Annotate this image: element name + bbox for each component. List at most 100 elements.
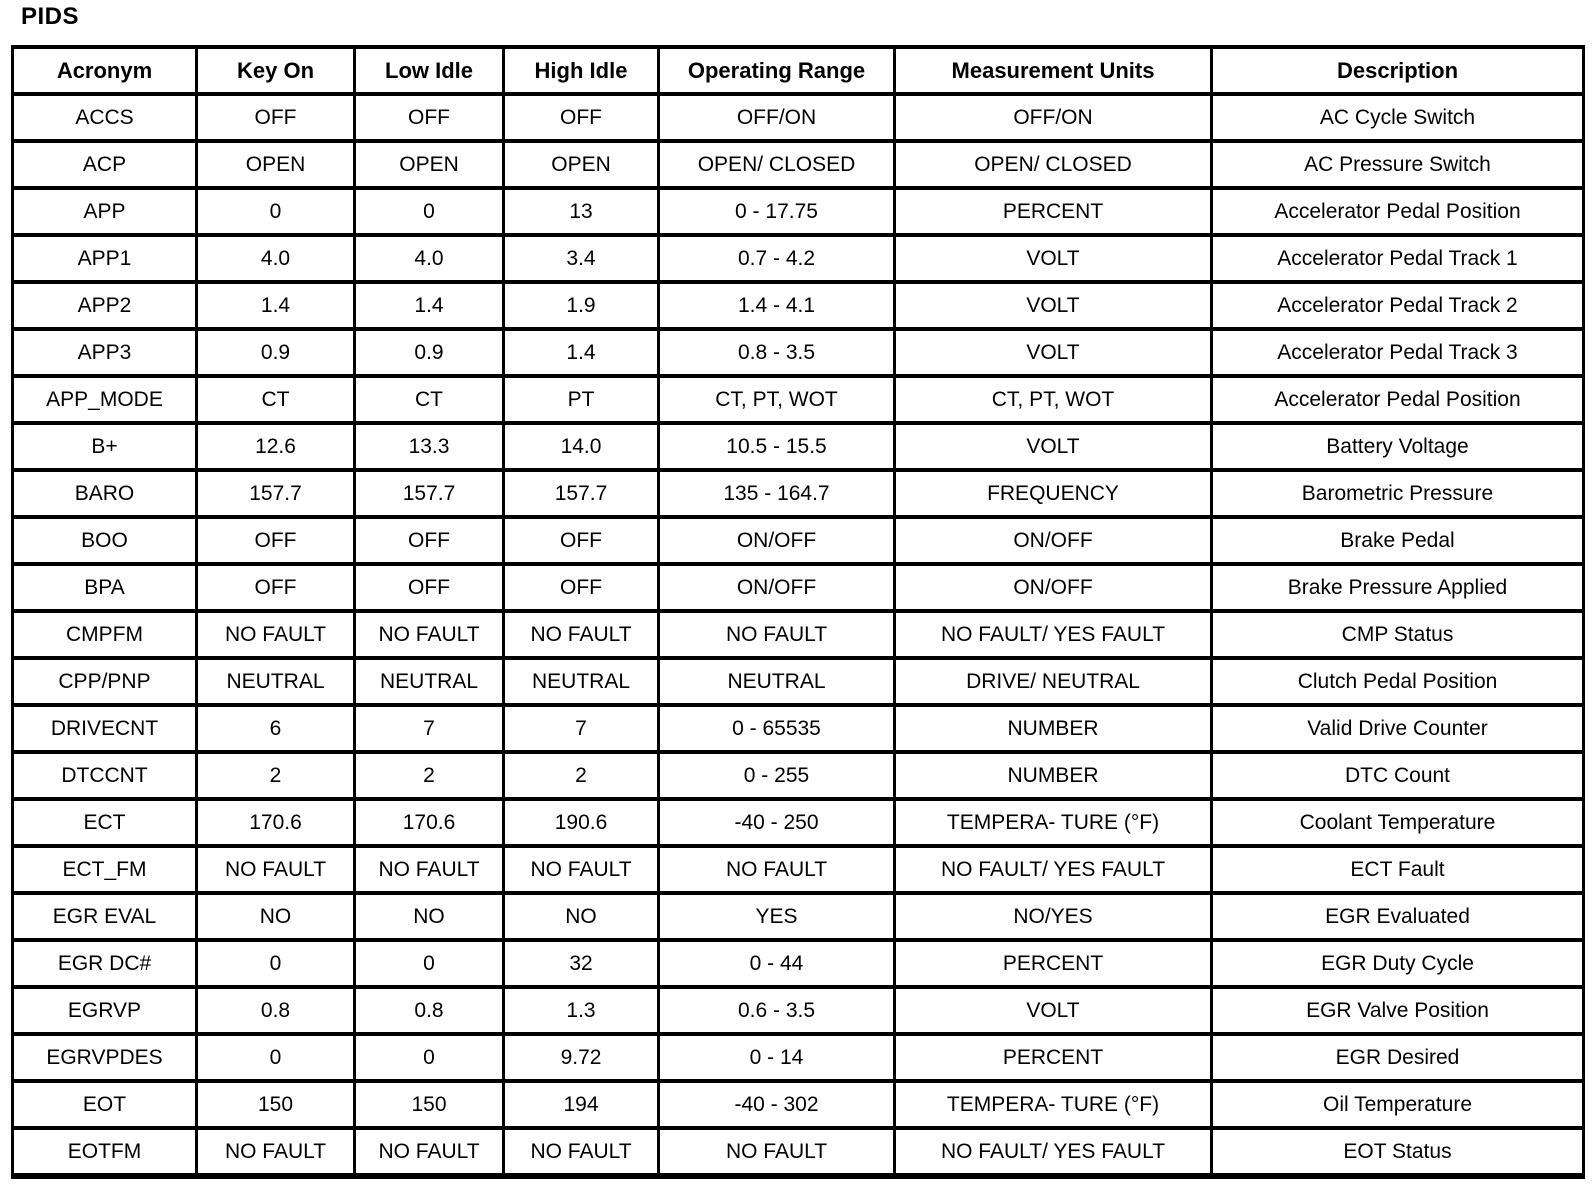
- table-row: EGR EVAL NO NO NO YES NO/YES EGR Evaluated: [11, 891, 1585, 942]
- table-row: CMPFM NO FAULT NO FAULT NO FAULT NO FAULT NO …: [11, 609, 1585, 660]
- table-cell: NO FAULT: [353, 1126, 505, 1178]
- table-cell: 6: [195, 703, 356, 754]
- table-cell: 190.6: [502, 797, 660, 848]
- table-row: APP 0 0 13 0 - 17.75 PERCENT Accelerator Pedal…: [11, 186, 1585, 237]
- table-cell: Battery Voltage: [1210, 421, 1585, 472]
- table-cell: 14.0: [502, 421, 660, 472]
- table-cell: CPP/PNP: [11, 656, 198, 707]
- table-cell: NO: [502, 891, 660, 942]
- table-cell: 0: [353, 938, 505, 989]
- table-cell: 1.4: [502, 327, 660, 378]
- table-cell: VOLT: [893, 327, 1213, 378]
- column-header: High Idle: [502, 45, 660, 96]
- table-cell: 194: [502, 1079, 660, 1130]
- table-cell: EGR DC#: [11, 938, 198, 989]
- page-title: PIDS: [21, 3, 80, 30]
- table-cell: 4.0: [353, 233, 505, 284]
- table-cell: ON/OFF: [657, 562, 896, 613]
- table-row: APP1 4.0 4.0 3.4 0.7 - 4.2 VOLT Accelerator Pe…: [11, 233, 1585, 284]
- table-cell: NO FAULT: [502, 609, 660, 660]
- table-cell: 150: [353, 1079, 505, 1130]
- table-cell: APP: [11, 186, 198, 237]
- table-cell: PERCENT: [893, 186, 1213, 237]
- table-cell: NO FAULT/ YES FAULT: [893, 1126, 1213, 1178]
- table-cell: Clutch Pedal Position: [1210, 656, 1585, 707]
- table-cell: CMP Status: [1210, 609, 1585, 660]
- table-cell: 3.4: [502, 233, 660, 284]
- table-cell: 32: [502, 938, 660, 989]
- table-cell: NO: [353, 891, 505, 942]
- column-header: Measurement Units: [893, 45, 1213, 96]
- table-cell: 0: [353, 1032, 505, 1083]
- table-cell: NO FAULT: [353, 609, 505, 660]
- table-cell: CMPFM: [11, 609, 198, 660]
- table-cell: NEUTRAL: [657, 656, 896, 707]
- table-cell: Accelerator Pedal Position: [1210, 186, 1585, 237]
- table-cell: ON/OFF: [657, 515, 896, 566]
- table-cell: 0.8: [353, 985, 505, 1036]
- table-cell: APP3: [11, 327, 198, 378]
- table-row: DRIVECNT 6 7 7 0 - 65535 NUMBER Valid Drive Co…: [11, 703, 1585, 754]
- table-row: ACCS OFF OFF OFF OFF/ON OFF/ON AC Cycle Switch: [11, 92, 1585, 143]
- table-cell: 0.8: [195, 985, 356, 1036]
- table-cell: Accelerator Pedal Position: [1210, 374, 1585, 425]
- table-cell: 12.6: [195, 421, 356, 472]
- table-cell: NEUTRAL: [502, 656, 660, 707]
- table-cell: 0 - 14: [657, 1032, 896, 1083]
- table-cell: Brake Pressure Applied: [1210, 562, 1585, 613]
- table-cell: CT: [195, 374, 356, 425]
- table-cell: 170.6: [353, 797, 505, 848]
- table-cell: DRIVE/ NEUTRAL: [893, 656, 1213, 707]
- table-row: DTCCNT 2 2 2 0 - 255 NUMBER DTC Count: [11, 750, 1585, 801]
- table-cell: CT, PT, WOT: [657, 374, 896, 425]
- table-cell: 0.7 - 4.2: [657, 233, 896, 284]
- table-cell: 13.3: [353, 421, 505, 472]
- table-cell: OFF: [195, 92, 356, 143]
- table-cell: BPA: [11, 562, 198, 613]
- table-cell: APP2: [11, 280, 198, 331]
- table-cell: VOLT: [893, 280, 1213, 331]
- table-cell: EGR Desired: [1210, 1032, 1585, 1083]
- table-row: BARO 157.7 157.7 157.7 135 - 164.7 FREQUENCY B…: [11, 468, 1585, 519]
- table-cell: 0.8 - 3.5: [657, 327, 896, 378]
- table-cell: EGRVPDES: [11, 1032, 198, 1083]
- table-cell: 0.9: [195, 327, 356, 378]
- table-cell: 135 - 164.7: [657, 468, 896, 519]
- table-cell: EGR Evaluated: [1210, 891, 1585, 942]
- table-cell: OFF: [502, 92, 660, 143]
- table-cell: NO FAULT: [353, 844, 505, 895]
- table-cell: ON/OFF: [893, 515, 1213, 566]
- table-cell: ACP: [11, 139, 198, 190]
- table-cell: NO FAULT: [195, 1126, 356, 1178]
- table-cell: APP_MODE: [11, 374, 198, 425]
- table-cell: 2: [502, 750, 660, 801]
- table-cell: NO FAULT: [657, 1126, 896, 1178]
- table-cell: 0: [195, 186, 356, 237]
- table-body: ACCS OFF OFF OFF OFF/ON OFF/ON AC Cycle Switch…: [11, 92, 1585, 1178]
- table-cell: PERCENT: [893, 938, 1213, 989]
- table-cell: DTCCNT: [11, 750, 198, 801]
- table-cell: OPEN: [195, 139, 356, 190]
- table-cell: EOT Status: [1210, 1126, 1585, 1178]
- table-cell: YES: [657, 891, 896, 942]
- table-cell: ECT Fault: [1210, 844, 1585, 895]
- table-row: EOT 150 150 194 -40 - 302 TEMPERA- TURE (°F) O…: [11, 1079, 1585, 1130]
- table-cell: 150: [195, 1079, 356, 1130]
- table-cell: Coolant Temperature: [1210, 797, 1585, 848]
- table-cell: Accelerator Pedal Track 2: [1210, 280, 1585, 331]
- table-cell: 0.6 - 3.5: [657, 985, 896, 1036]
- table-row: EGRVP 0.8 0.8 1.3 0.6 - 3.5 VOLT EGR Valve Pos…: [11, 985, 1585, 1036]
- table-row: ECT 170.6 170.6 190.6 -40 - 250 TEMPERA- TURE…: [11, 797, 1585, 848]
- column-header: Acronym: [11, 45, 198, 96]
- pids-table: Acronym Key On Low Idle High Idle Operating …: [11, 45, 1585, 1179]
- table-cell: OFF: [502, 515, 660, 566]
- table-cell: Brake Pedal: [1210, 515, 1585, 566]
- table-cell: AC Pressure Switch: [1210, 139, 1585, 190]
- table-cell: 7: [502, 703, 660, 754]
- table-cell: ACCS: [11, 92, 198, 143]
- table-row: BOO OFF OFF OFF ON/OFF ON/OFF Brake Pedal: [11, 515, 1585, 566]
- table-cell: OFF: [195, 562, 356, 613]
- table-cell: NO/YES: [893, 891, 1213, 942]
- column-header: Description: [1210, 45, 1585, 96]
- table-row: EGR DC# 0 0 32 0 - 44 PERCENT EGR Duty Cycle: [11, 938, 1585, 989]
